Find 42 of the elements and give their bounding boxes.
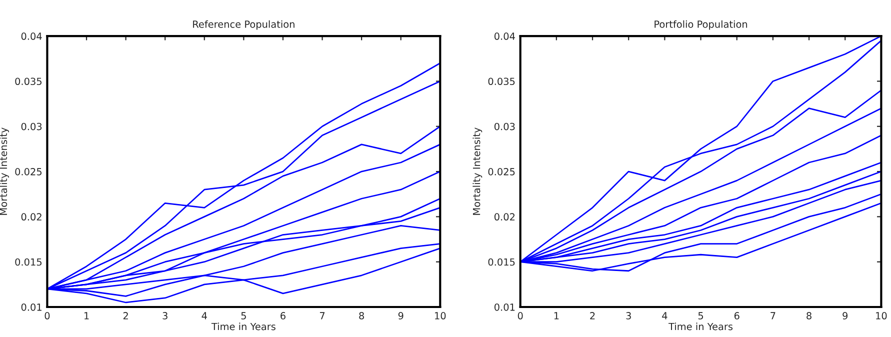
y-tick-label: 0.015	[488, 258, 515, 266]
x-tick-label: 3	[162, 312, 168, 320]
x-tick-label: 6	[280, 312, 286, 320]
x-tick-label: 6	[734, 312, 740, 320]
y-tick-label: 0.015	[15, 258, 42, 266]
y-axis-title: Mortality Intensity	[0, 128, 9, 215]
y-tick-label: 0.04	[494, 32, 515, 40]
x-axis-title: Time in Years	[668, 322, 733, 330]
chart-title: Reference Population	[193, 20, 294, 30]
x-tick-label: 10	[876, 312, 887, 320]
y-axis-title: Mortality Intensity	[472, 128, 482, 215]
y-tick-label: 0.025	[488, 168, 515, 176]
x-tick-label: 4	[662, 312, 668, 320]
x-tick-label: 5	[241, 312, 246, 320]
x-tick-label: 9	[398, 312, 404, 320]
y-tick-label: 0.04	[21, 32, 42, 40]
x-tick-label: 9	[842, 312, 848, 320]
y-tick-label: 0.02	[21, 213, 42, 221]
x-tick-label: 10	[435, 312, 446, 320]
y-tick-label: 0.025	[15, 168, 42, 176]
x-tick-label: 7	[770, 312, 776, 320]
y-tick-label: 0.01	[494, 303, 515, 311]
x-tick-label: 7	[320, 312, 325, 320]
y-tick-label: 0.03	[21, 122, 42, 130]
x-tick-label: 0	[518, 312, 523, 320]
x-tick-label: 5	[698, 312, 704, 320]
x-tick-label: 8	[359, 312, 364, 320]
y-tick-label: 0.02	[494, 213, 515, 221]
x-axis-title: Time in Years	[211, 322, 276, 330]
x-tick-label: 2	[590, 312, 595, 320]
y-tick-label: 0.035	[488, 78, 515, 86]
x-tick-label: 1	[84, 312, 89, 320]
chart-title: Portfolio Population	[654, 20, 748, 30]
y-tick-label: 0.01	[21, 303, 42, 311]
x-tick-label: 3	[626, 312, 631, 320]
x-tick-label: 0	[44, 312, 50, 320]
y-tick-label: 0.035	[15, 78, 42, 86]
x-tick-label: 2	[123, 312, 128, 320]
y-tick-label: 0.03	[494, 122, 515, 130]
x-tick-label: 4	[202, 312, 207, 320]
x-tick-label: 1	[554, 312, 559, 320]
x-tick-label: 8	[806, 312, 812, 320]
